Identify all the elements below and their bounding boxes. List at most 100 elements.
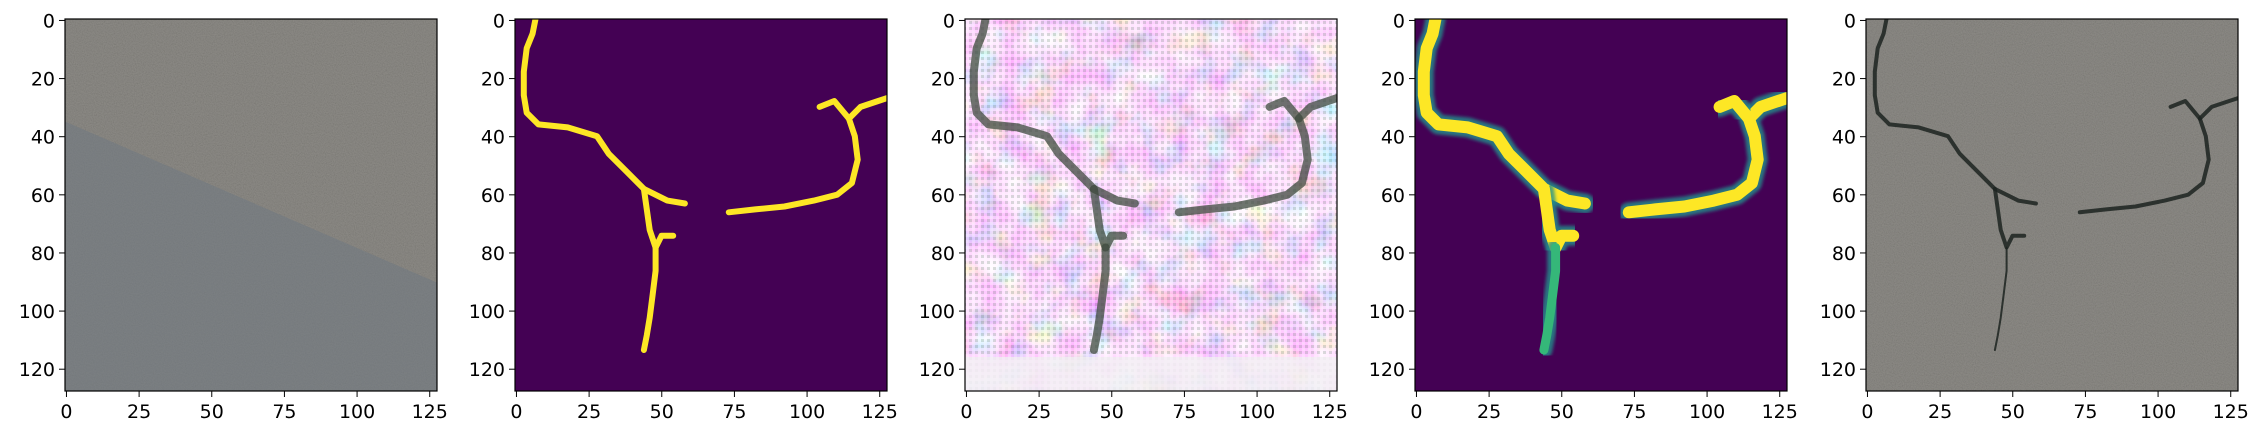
x-tick-label: 50	[1550, 401, 1574, 423]
bottom-artifact-band	[965, 357, 1337, 391]
x-tick-label: 75	[1172, 401, 1196, 423]
crack-branch	[1089, 184, 1128, 252]
x-tick-label: 75	[2073, 401, 2097, 423]
crack-branch	[640, 185, 677, 251]
y-tick-label: 120	[469, 359, 505, 381]
x-tick-label: 50	[2001, 401, 2025, 423]
x-tick-label: 100	[1689, 401, 1725, 423]
mask-background	[515, 19, 887, 391]
x-tick-label: 100	[789, 401, 825, 423]
y-tick-label: 0	[1844, 10, 1856, 32]
y-tick-label: 40	[1381, 127, 1405, 149]
y-tick-label: 120	[1369, 359, 1405, 381]
y-tick-label: 20	[1381, 69, 1405, 91]
crack-right	[1622, 92, 1787, 219]
x-tick-label: 0	[1861, 401, 1873, 423]
x-tick-label: 125	[2213, 401, 2249, 423]
y-tick-label: 0	[1393, 10, 1405, 32]
artifact-grid	[965, 19, 1337, 391]
x-tick-label: 100	[1239, 401, 1275, 423]
y-tick-label: 0	[493, 10, 505, 32]
predicted-mask-panel: 0 25 50 75 100 125 0 20 40 60 80 100 120	[1369, 10, 1798, 423]
y-tick-label: 80	[931, 243, 955, 265]
overlay-photo-panel: 0 25 50 75 100 125 0 20 40 60 80 100 120	[1820, 10, 2249, 423]
ground-truth-mask-image	[515, 19, 887, 391]
x-tick-label: 0	[1410, 401, 1422, 423]
crack-branch	[1992, 186, 2027, 250]
x-tick-label: 0	[510, 401, 522, 423]
input-photo-image	[65, 19, 437, 391]
x-tick-label: 50	[650, 401, 674, 423]
y-tick-label: 0	[943, 10, 955, 32]
y-tick-label: 60	[931, 185, 955, 207]
y-tick-label: 0	[43, 10, 55, 32]
shadow-region	[65, 121, 437, 391]
y-tick-label: 80	[1832, 243, 1856, 265]
y-tick-label: 20	[1832, 69, 1856, 91]
generated-image-image	[965, 19, 1337, 391]
y-tick-label: 20	[31, 69, 55, 91]
x-tick-label: 0	[960, 401, 972, 423]
axes-frame	[64, 18, 438, 392]
crack-left	[1872, 19, 2038, 206]
x-tick-label: 125	[1312, 401, 1348, 423]
y-tick-label: 80	[31, 243, 55, 265]
input-photo-panel: 0 25 50 75 100 125 0 20 40 60 80 100 120	[19, 10, 448, 423]
y-tick-label: 80	[1381, 243, 1405, 265]
crack-right_spur	[816, 98, 852, 122]
axes-frame	[964, 18, 1338, 392]
crack-branch	[1537, 182, 1580, 254]
predicted-mask-image	[1415, 19, 1787, 391]
x-tick-label: 125	[1762, 401, 1798, 423]
axes-frame	[1865, 18, 2239, 392]
y-tick-label: 60	[481, 185, 505, 207]
y-tick-label: 60	[1381, 185, 1405, 207]
crack-left	[520, 19, 688, 207]
x-tick-label: 100	[2140, 401, 2176, 423]
axes-frame	[514, 18, 888, 392]
asphalt-texture	[1866, 19, 2238, 391]
x-tick-label: 25	[1027, 401, 1051, 423]
x-tick-label: 25	[1477, 401, 1501, 423]
x-tick-label: 25	[127, 401, 151, 423]
x-tick-label: 0	[60, 401, 72, 423]
crack-right	[1174, 94, 1337, 217]
y-tick-label: 120	[1820, 359, 1856, 381]
crack-down	[1539, 243, 1561, 355]
crack-left	[969, 19, 1139, 208]
y-tick-label: 40	[1832, 127, 1856, 149]
crack-right_spur	[2168, 99, 2202, 121]
y-tick-label: 100	[469, 301, 505, 323]
y-tick-label: 60	[1832, 185, 1856, 207]
x-tick-label: 125	[412, 401, 448, 423]
crack-right_spur	[1265, 97, 1303, 123]
ground-truth-mask-panel: 0 25 50 75 100 125 0 20 40 60 80 100 120	[469, 10, 898, 423]
y-tick-label: 100	[19, 301, 55, 323]
x-tick-label: 50	[200, 401, 224, 423]
x-tick-label: 25	[577, 401, 601, 423]
overlay-photo-image	[1866, 19, 2238, 391]
crack-right_spur	[1713, 95, 1755, 125]
y-tick-label: 60	[31, 185, 55, 207]
y-tick-label: 80	[481, 243, 505, 265]
y-tick-label: 40	[931, 127, 955, 149]
y-tick-label: 40	[481, 127, 505, 149]
axes-frame	[1414, 18, 1788, 392]
y-tick-label: 20	[931, 69, 955, 91]
crack-down	[1089, 243, 1110, 354]
x-tick-label: 125	[862, 401, 898, 423]
x-tick-label: 25	[1928, 401, 1952, 423]
x-tick-label: 75	[1622, 401, 1646, 423]
crack-right	[725, 95, 887, 216]
y-tick-label: 120	[919, 359, 955, 381]
crack-right	[2077, 96, 2238, 215]
y-tick-label: 120	[19, 359, 55, 381]
y-tick-label: 40	[31, 127, 55, 149]
y-tick-label: 100	[919, 301, 955, 323]
generated-image-panel: 0 25 50 75 100 125 0 20 40 60 80 100 120	[919, 10, 1348, 423]
x-tick-label: 75	[272, 401, 296, 423]
crack-down	[640, 244, 659, 353]
x-tick-label: 50	[1100, 401, 1124, 423]
y-tick-label: 100	[1820, 301, 1856, 323]
